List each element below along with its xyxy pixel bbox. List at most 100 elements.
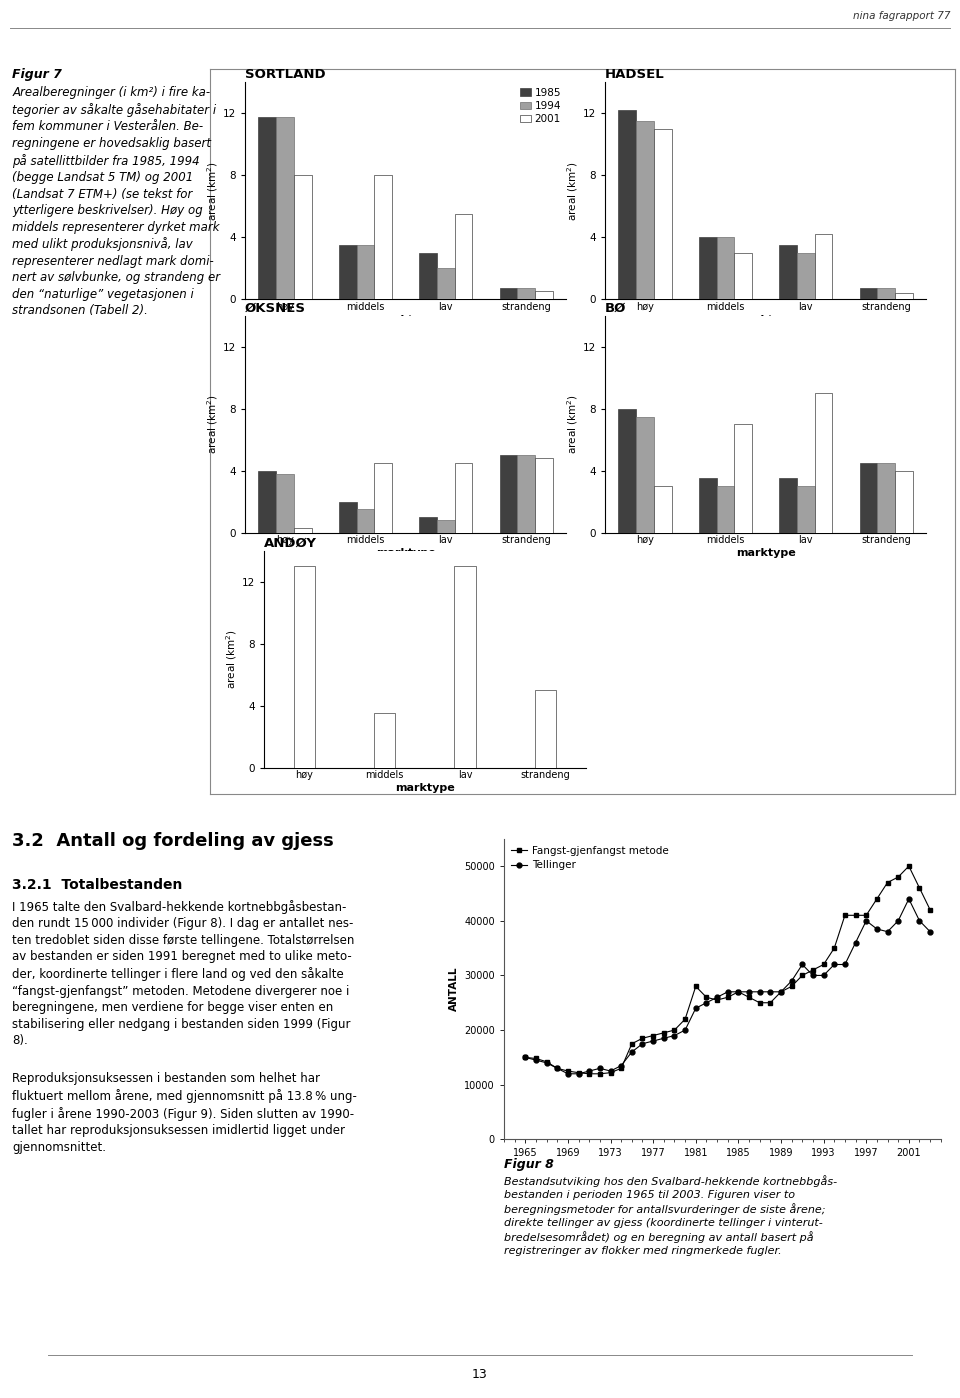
Fangst-gjenfangst metode	[605, 1064, 616, 1081]
Fangst-gjenfangst metode	[701, 988, 712, 1005]
Bar	[716, 487, 734, 533]
Bar	[455, 463, 472, 533]
Tellinger	[903, 891, 915, 907]
Legend: 1985, 1994, 2001: 1985, 1994, 2001	[516, 84, 565, 129]
X-axis label: marktype: marktype	[395, 783, 455, 793]
Fangst-gjenfangst metode	[860, 907, 872, 924]
Fangst-gjenfangst metode	[839, 907, 851, 924]
Text: Reproduksjonsuksessen i bestanden som helhet har
fluktuert mellom årene, med gje: Reproduksjonsuksessen i bestanden som he…	[12, 1072, 357, 1153]
Bar	[339, 502, 356, 533]
Tellinger	[882, 923, 894, 939]
Bar	[699, 478, 716, 533]
Bar	[499, 288, 517, 299]
Fangst-gjenfangst metode	[626, 1036, 637, 1053]
Bar	[636, 417, 654, 533]
Tellinger	[711, 988, 723, 1005]
Fangst-gjenfangst metode	[615, 1060, 627, 1076]
Tellinger	[828, 956, 840, 973]
Fangst-gjenfangst metode	[893, 868, 904, 885]
Tellinger	[776, 983, 787, 1000]
Bar	[356, 509, 374, 533]
Y-axis label: areal (km$^2$): areal (km$^2$)	[204, 161, 220, 221]
Line: Fangst-gjenfangst metode: Fangst-gjenfangst metode	[523, 864, 932, 1076]
Tellinger	[797, 956, 808, 973]
Tellinger	[786, 973, 798, 990]
Fangst-gjenfangst metode	[669, 1022, 681, 1039]
Fangst-gjenfangst metode	[690, 979, 702, 995]
Bar	[734, 424, 752, 533]
Fangst-gjenfangst metode	[924, 902, 936, 918]
Tellinger	[850, 934, 861, 951]
Fangst-gjenfangst metode	[828, 939, 840, 956]
Tellinger	[807, 967, 819, 984]
Tellinger	[839, 956, 851, 973]
Tellinger	[754, 983, 765, 1000]
Bar	[276, 116, 294, 299]
Bar	[859, 288, 877, 299]
Tellinger	[690, 1000, 702, 1016]
Bar	[294, 566, 315, 768]
Fangst-gjenfangst metode	[776, 983, 787, 1000]
Text: 3.2  Antall og fordeling av gjess: 3.2 Antall og fordeling av gjess	[12, 832, 334, 850]
Fangst-gjenfangst metode	[797, 967, 808, 984]
Text: 13: 13	[472, 1369, 488, 1381]
Bar	[535, 459, 553, 533]
Bar	[716, 238, 734, 299]
Bar	[420, 517, 437, 533]
Fangst-gjenfangst metode	[530, 1050, 541, 1067]
Bar	[734, 253, 752, 299]
Y-axis label: ANTALL: ANTALL	[448, 967, 459, 1011]
Fangst-gjenfangst metode	[903, 858, 915, 875]
Bar	[877, 288, 895, 299]
Tellinger	[626, 1043, 637, 1060]
X-axis label: marktype: marktype	[735, 315, 796, 324]
Bar	[780, 245, 797, 299]
Fangst-gjenfangst metode	[807, 962, 819, 979]
Fangst-gjenfangst metode	[563, 1062, 574, 1079]
Fangst-gjenfangst metode	[764, 994, 776, 1011]
Bar	[618, 110, 636, 299]
Tellinger	[519, 1048, 531, 1065]
Fangst-gjenfangst metode	[573, 1064, 585, 1081]
Tellinger	[764, 983, 776, 1000]
Tellinger	[540, 1054, 552, 1071]
Text: Figur 7: Figur 7	[12, 69, 62, 81]
Bar	[294, 528, 312, 533]
Text: Bestandsutviking hos den Svalbard-hekkende kortnebbgås-
bestanden i perioden 196: Bestandsutviking hos den Svalbard-hekken…	[504, 1174, 837, 1255]
Tellinger	[658, 1030, 669, 1047]
Tellinger	[563, 1065, 574, 1082]
Fangst-gjenfangst metode	[786, 979, 798, 995]
Bar	[517, 456, 535, 533]
Bar	[797, 253, 815, 299]
Fangst-gjenfangst metode	[850, 907, 861, 924]
Text: I 1965 talte den Svalbard-hekkende kortnebbgåsbestan-
den rundt 15 000 individer: I 1965 talte den Svalbard-hekkende kortn…	[12, 900, 355, 1047]
Bar	[356, 245, 374, 299]
X-axis label: marktype: marktype	[375, 548, 436, 558]
Y-axis label: areal (km$^2$): areal (km$^2$)	[224, 629, 239, 689]
Text: ANDØY: ANDØY	[264, 537, 317, 549]
Bar	[276, 474, 294, 533]
Fangst-gjenfangst metode	[680, 1011, 691, 1028]
Tellinger	[605, 1062, 616, 1079]
Bar	[517, 288, 535, 299]
Tellinger	[732, 983, 744, 1000]
Text: SORTLAND: SORTLAND	[245, 69, 325, 81]
Bar	[437, 268, 455, 299]
Text: Arealberegninger (i km²) i fire ka-
tegorier av såkalte gåsehabitater i
fem komm: Arealberegninger (i km²) i fire ka- tego…	[12, 87, 221, 317]
Y-axis label: areal (km$^2$): areal (km$^2$)	[564, 394, 580, 454]
Fangst-gjenfangst metode	[754, 994, 765, 1011]
Text: HADSEL: HADSEL	[605, 69, 664, 81]
Tellinger	[860, 913, 872, 930]
Bar	[636, 122, 654, 299]
X-axis label: marktype: marktype	[375, 315, 436, 324]
Fangst-gjenfangst metode	[636, 1030, 648, 1047]
X-axis label: marktype: marktype	[735, 548, 796, 558]
Tellinger	[914, 913, 925, 930]
Text: BØ: BØ	[605, 302, 626, 315]
Tellinger	[647, 1033, 659, 1050]
Bar	[455, 214, 472, 299]
Bar	[535, 291, 553, 299]
Line: Tellinger: Tellinger	[523, 896, 932, 1076]
Fangst-gjenfangst metode	[540, 1053, 552, 1069]
Fangst-gjenfangst metode	[584, 1065, 595, 1082]
